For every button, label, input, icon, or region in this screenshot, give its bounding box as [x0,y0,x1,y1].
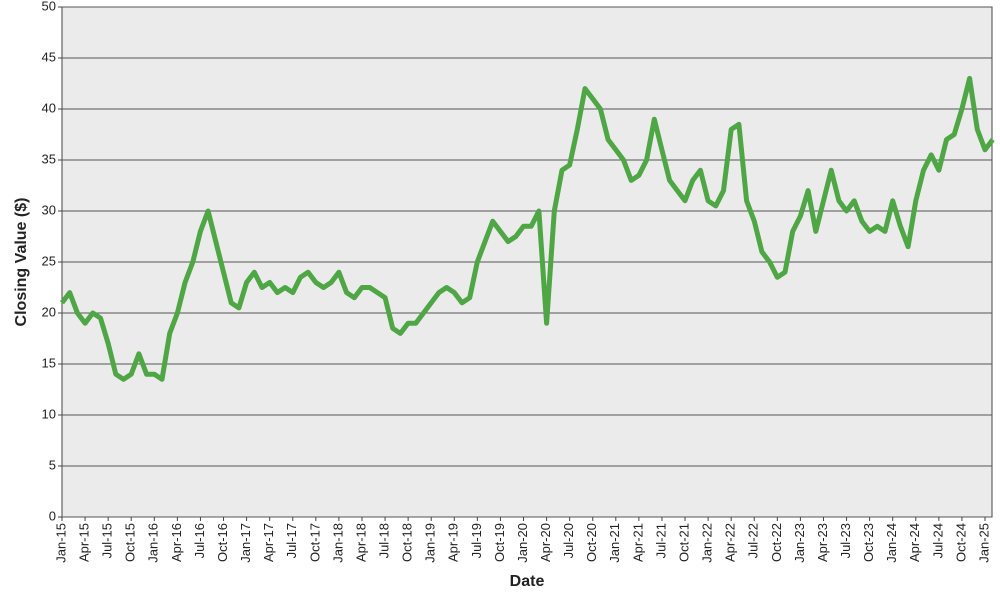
y-axis-title: Closing Value ($) [13,198,30,327]
x-tick-label: Jan-24 [884,523,899,563]
x-tick-label: Jul-15 [100,523,115,558]
x-tick-label: Apr-16 [169,523,184,562]
x-tick-label: Jan-20 [515,523,530,563]
x-tick-label: Jul-17 [284,523,299,558]
x-tick-label: Oct-15 [123,523,138,562]
x-tick-label: Jan-21 [607,523,622,563]
y-tick-label: 25 [42,253,56,268]
x-tick-label: Apr-24 [907,523,922,562]
x-tick-label: Jan-17 [238,523,253,563]
y-tick-label: 5 [49,457,56,472]
x-tick-label: Jan-22 [700,523,715,563]
x-tick-label: Jul-21 [653,523,668,558]
x-tick-label: Jul-23 [838,523,853,558]
x-tick-label: Apr-22 [723,523,738,562]
x-tick-label: Jul-22 [746,523,761,558]
x-tick-label: Jan-25 [976,523,991,563]
x-axis-title: Date [510,573,545,590]
y-tick-label: 45 [42,49,56,64]
line [60,75,995,382]
x-tick-label: Jan-18 [330,523,345,563]
x-tick-label: Jul-20 [561,523,576,558]
y-tick-label: 40 [42,100,56,115]
x-tick-label: Oct-18 [400,523,415,562]
x-tick-label: Apr-21 [630,523,645,562]
y-tick-label: 0 [49,508,56,523]
x-tick-label: Apr-19 [446,523,461,562]
x-tick-label: Jul-24 [930,523,945,558]
x-tick-label: Oct-24 [953,523,968,562]
x-tick-label: Jan-23 [792,523,807,563]
x-tick-label: Oct-19 [492,523,507,562]
y-tick-label: 10 [42,406,56,421]
x-tick-label: Jan-16 [146,523,161,563]
x-tick-label: Jan-19 [423,523,438,563]
y-tick-label: 30 [42,202,56,217]
x-tick-label: Oct-16 [215,523,230,562]
x-tick-label: Jul-19 [469,523,484,558]
x-tick-label: Apr-17 [261,523,276,562]
x-tick-label: Jan-15 [53,523,68,563]
x-tick-label: Apr-18 [353,523,368,562]
x-tick-label: Oct-22 [769,523,784,562]
x-tick-label: Apr-23 [815,523,830,562]
x-tick-label: Oct-21 [676,523,691,562]
x-tick-label: Apr-20 [538,523,553,562]
x-tick-label: Oct-23 [861,523,876,562]
y-tick-label: 35 [42,151,56,166]
y-tick-label: 50 [42,0,56,13]
x-tick-label: Apr-15 [77,523,92,562]
x-tick-label: Jul-18 [376,523,391,558]
x-tick-label: Oct-20 [584,523,599,562]
x-tick-label: Jul-16 [192,523,207,558]
x-tick-label: Oct-17 [307,523,322,562]
y-tick-label: 20 [42,304,56,319]
y-tick-label: 15 [42,355,56,370]
